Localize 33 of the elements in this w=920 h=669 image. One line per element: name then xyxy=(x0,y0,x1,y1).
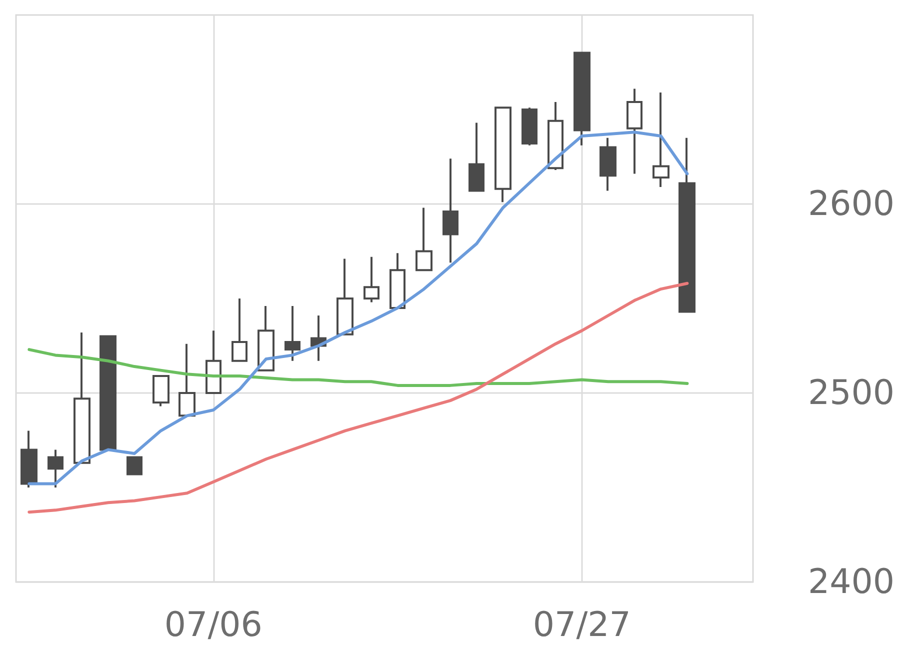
candlestick xyxy=(548,100,564,171)
candlestick xyxy=(626,88,642,175)
y-tick-label: 2500 xyxy=(808,373,895,413)
candlestick xyxy=(152,374,170,408)
candlestick xyxy=(600,136,616,192)
line-series xyxy=(28,348,689,387)
candlestick xyxy=(652,91,670,188)
candlestick xyxy=(494,106,512,204)
candlestick xyxy=(258,305,274,372)
candlestick xyxy=(206,330,222,394)
line-series xyxy=(28,282,689,514)
y-tick-label: 2600 xyxy=(808,184,895,224)
candlestick xyxy=(126,456,142,476)
candlestick xyxy=(336,258,354,336)
candlestick xyxy=(678,136,696,313)
line-series xyxy=(28,130,689,486)
candlestick xyxy=(574,52,590,146)
candlestick xyxy=(20,430,38,488)
y-tick-label: 2400 xyxy=(808,562,895,602)
candlestick xyxy=(178,342,196,417)
candlestick xyxy=(468,122,484,192)
candlestick xyxy=(416,206,432,272)
x-tick-label: 07/06 xyxy=(164,605,262,645)
candlestick xyxy=(48,448,64,488)
candlestick xyxy=(284,305,300,362)
candlestick xyxy=(364,256,380,304)
x-tick-label: 07/27 xyxy=(532,605,631,645)
candlestick xyxy=(74,332,90,464)
candlestick xyxy=(442,158,458,264)
candlestick xyxy=(390,252,406,309)
candlestick xyxy=(100,335,116,451)
candlestick xyxy=(522,106,538,146)
candlestick xyxy=(232,298,248,362)
